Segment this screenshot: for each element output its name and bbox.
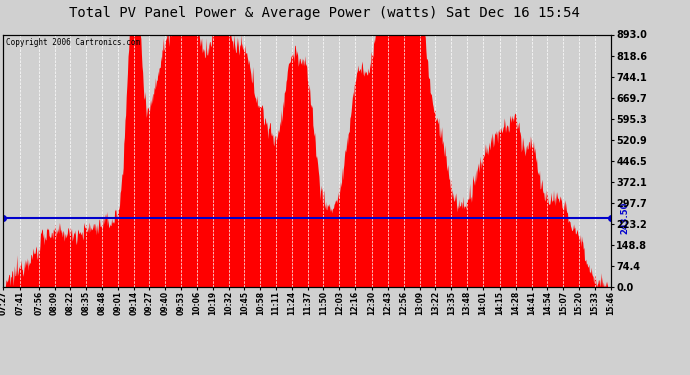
Text: Copyright 2006 Cartronics.com: Copyright 2006 Cartronics.com [6,38,141,47]
Text: Total PV Panel Power & Average Power (watts) Sat Dec 16 15:54: Total PV Panel Power & Average Power (wa… [69,6,580,20]
Text: 243.50: 243.50 [620,202,629,234]
